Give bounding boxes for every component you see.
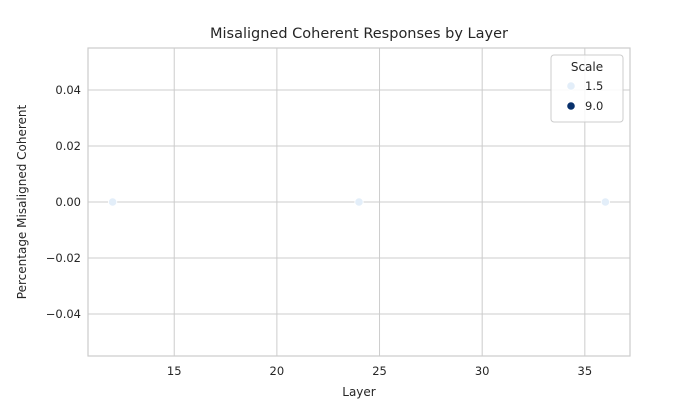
legend-marker (566, 81, 576, 91)
x-tick-label: 30 (475, 364, 490, 378)
x-axis-label: Layer (342, 385, 376, 399)
legend-label: 9.0 (585, 99, 603, 113)
grid-lines (88, 48, 630, 356)
legend: Scale 1.59.0 (550, 54, 624, 123)
x-tick-label: 15 (167, 364, 182, 378)
x-tick-label: 35 (578, 364, 593, 378)
data-point (600, 197, 610, 207)
data-point (354, 197, 364, 207)
data-points (108, 197, 610, 207)
y-tick-label: 0.02 (55, 139, 81, 153)
legend-label: 1.5 (585, 79, 603, 93)
y-tick-label: −0.02 (46, 251, 81, 265)
data-point (108, 197, 118, 207)
x-tick-label: 25 (372, 364, 387, 378)
tick-labels: 15 20 25 30 35 −0.04 −0.02 0.00 0.02 0.04 (46, 83, 592, 378)
x-tick-label: 20 (270, 364, 285, 378)
legend-title: Scale (571, 60, 603, 74)
y-tick-label: 0.04 (55, 83, 81, 97)
y-tick-label: 0.00 (55, 195, 81, 209)
legend-marker (566, 101, 576, 111)
chart-title: Misaligned Coherent Responses by Layer (210, 26, 508, 42)
legend-entries: 1.59.0 (566, 79, 603, 113)
y-axis-label: Percentage Misaligned Coherent (15, 105, 29, 300)
y-tick-label: −0.04 (46, 307, 81, 321)
plot-frame (87, 47, 631, 357)
